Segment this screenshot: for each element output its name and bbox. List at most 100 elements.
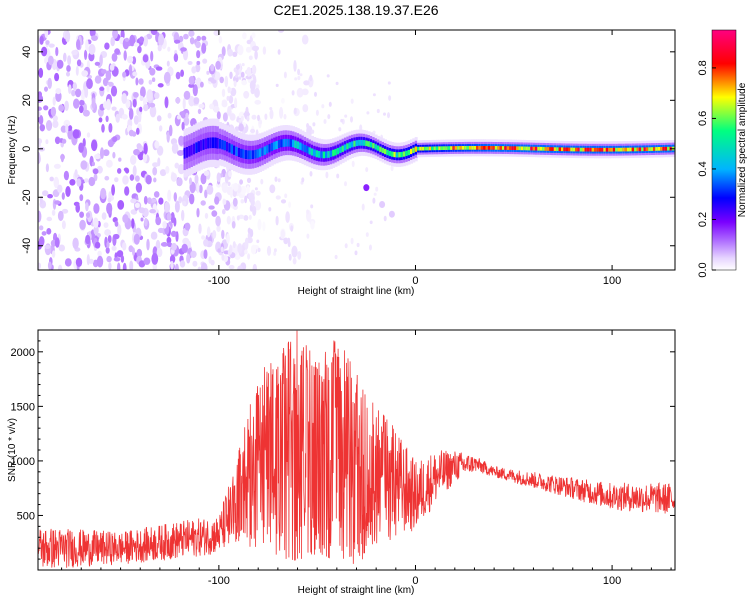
signal-band-cell <box>478 146 482 150</box>
noise-blob <box>197 108 202 115</box>
noise-blob <box>262 46 267 55</box>
colorbar-tick-label: 0.6 <box>697 111 709 126</box>
noise-blob <box>39 196 43 204</box>
noise-blob <box>252 45 259 52</box>
noise-blob <box>240 199 245 204</box>
noise-blob <box>44 244 51 249</box>
noise-blob <box>122 71 127 78</box>
figure-title: C2E1.2025.138.19.37.E26 <box>273 2 438 18</box>
noise-blob <box>184 222 191 231</box>
noise-blob <box>375 186 379 192</box>
signal-band-cell <box>563 147 567 152</box>
noise-blob <box>156 247 163 258</box>
signal-band-cell <box>664 146 668 151</box>
noise-blob <box>112 151 116 159</box>
noise-blob <box>232 51 238 57</box>
noise-blob <box>221 46 226 57</box>
noise-blob <box>122 175 129 185</box>
noise-blob <box>39 124 45 132</box>
signal-band-cell <box>565 147 569 152</box>
noise-blob <box>106 255 112 263</box>
noise-blob <box>158 33 165 46</box>
noise-blob <box>226 215 231 225</box>
noise-blob <box>248 192 255 200</box>
signal-band-cell <box>204 138 208 150</box>
signal-band-cell <box>287 138 291 147</box>
noise-blob <box>143 257 151 265</box>
noise-blob <box>96 255 104 268</box>
signal-band-cell <box>570 147 574 152</box>
signal-band-cell <box>433 146 437 151</box>
noise-blob <box>251 32 256 39</box>
signal-band-cell <box>636 147 640 152</box>
noise-blob <box>187 61 193 65</box>
signal-band-cell <box>419 146 423 151</box>
signal-band-cell <box>318 150 321 158</box>
noise-blob <box>281 97 285 104</box>
noise-blob <box>72 237 79 250</box>
noise-blob <box>143 195 148 205</box>
noise-blob <box>159 169 167 177</box>
noise-blob <box>232 241 236 249</box>
noise-blob <box>46 216 53 222</box>
signal-band-cell <box>343 144 347 151</box>
signal-band-cell <box>417 146 421 151</box>
noise-blob <box>237 44 244 56</box>
noise-blob <box>241 79 248 86</box>
noise-blob <box>250 198 255 207</box>
noise-blob <box>250 128 256 134</box>
snr-series-line <box>38 330 675 568</box>
snr-ylabel: SNR (10 * v/v) <box>7 418 18 482</box>
noise-blob <box>183 90 191 100</box>
noise-blob <box>232 197 238 207</box>
signal-band-cell <box>410 148 413 155</box>
noise-blob <box>292 257 297 265</box>
colorbar-tick-label: 0.2 <box>697 212 709 227</box>
noise-blob <box>112 136 118 143</box>
noise-blob <box>132 247 135 257</box>
signal-band-cell <box>483 146 487 150</box>
signal-band-cell <box>254 149 258 159</box>
noise-blob <box>301 177 305 183</box>
signal-band-cell <box>648 147 652 151</box>
signal-band-cell <box>405 150 409 156</box>
noise-blob <box>188 30 195 37</box>
signal-band-cell <box>329 150 333 158</box>
noise-blob <box>71 89 76 97</box>
noise-blob <box>221 253 225 261</box>
noise-blob <box>154 92 160 99</box>
signal-band-cell <box>655 147 659 151</box>
noise-blob <box>383 215 387 222</box>
noise-blob <box>76 178 82 187</box>
noise-blob <box>216 225 221 232</box>
noise-blob <box>254 50 258 60</box>
noise-blob <box>124 186 130 196</box>
signal-band-cell <box>431 146 435 151</box>
noise-blob <box>287 237 291 243</box>
noise-blob <box>57 184 63 193</box>
signal-band-cell <box>275 140 279 149</box>
noise-blob <box>135 182 142 193</box>
noise-blob <box>63 52 67 62</box>
noise-blob <box>58 244 65 252</box>
colorbar-tick-label: 0.4 <box>697 161 709 176</box>
noise-blob <box>173 192 177 202</box>
spectrogram-axes: -100 0 100 -40 -20 0 20 40 <box>21 30 675 287</box>
noise-blob <box>48 55 54 66</box>
noise-blob <box>132 98 137 108</box>
noise-blob <box>230 87 237 97</box>
y-tick-label: -40 <box>21 238 33 254</box>
noise-blob <box>99 54 103 67</box>
noise-blob <box>52 115 58 122</box>
noise-blob <box>283 113 287 120</box>
noise-blob <box>227 105 232 116</box>
noise-blob <box>151 77 156 82</box>
noise-blob <box>372 93 376 97</box>
noise-blob <box>78 142 84 153</box>
noise-blob <box>335 81 339 86</box>
signal-band-cell <box>504 146 508 150</box>
noise-blob <box>44 30 49 39</box>
signal-band-cell <box>494 146 498 150</box>
noise-blob <box>211 210 218 217</box>
signal-band-cell <box>511 146 515 150</box>
